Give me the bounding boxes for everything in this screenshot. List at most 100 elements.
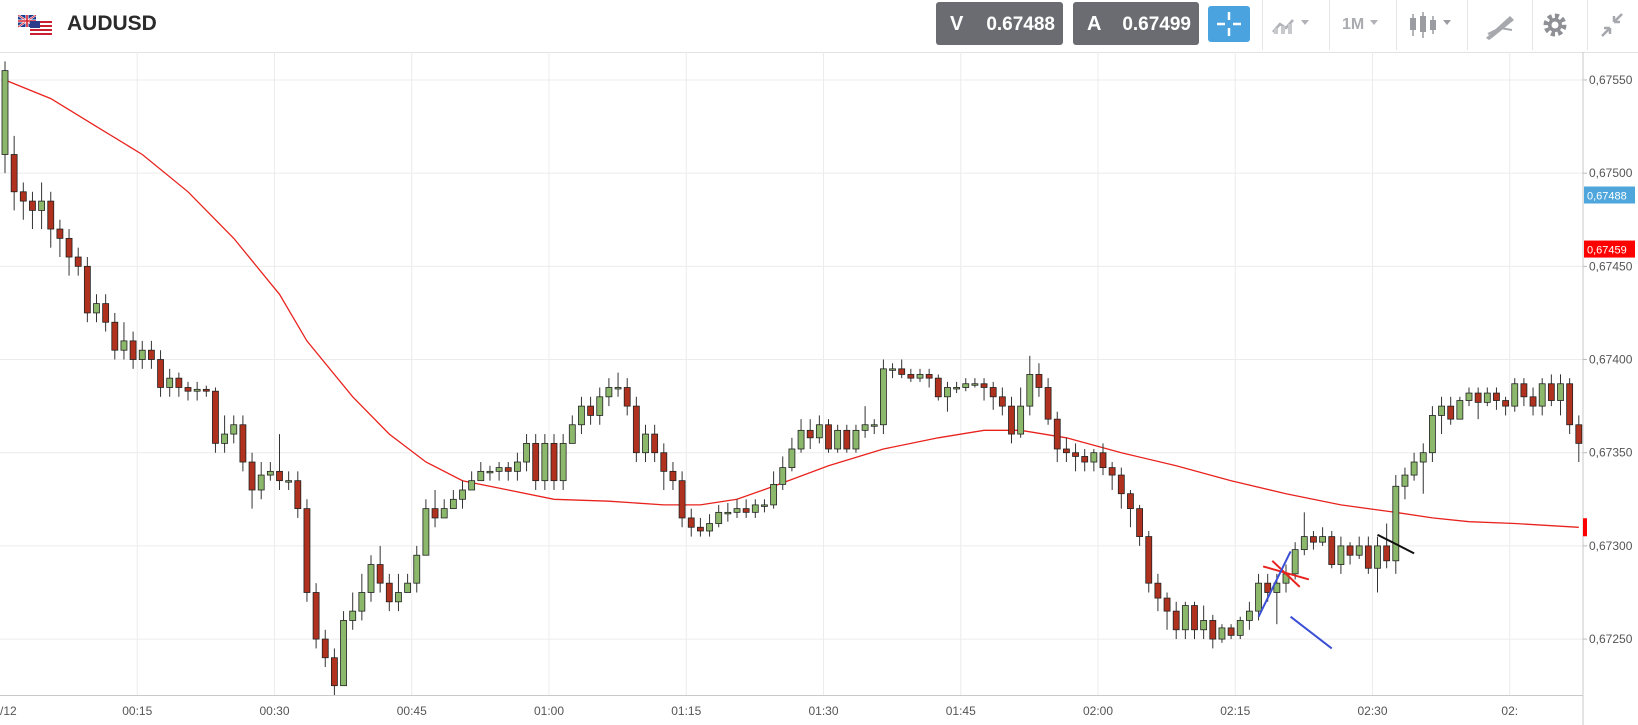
bear-candle-body — [184, 387, 192, 392]
candle — [1392, 475, 1400, 574]
bear-candle-body — [1099, 452, 1107, 469]
time-tick-label: 01:45 — [946, 704, 976, 718]
bear-candle-body — [1227, 627, 1235, 636]
candle — [834, 424, 842, 453]
bear-candle-body — [157, 359, 164, 388]
time-tick-label: 02: — [1501, 704, 1518, 718]
candle — [1538, 378, 1546, 416]
candle — [852, 424, 860, 453]
candle — [980, 378, 988, 401]
bear-candle-body — [175, 377, 183, 388]
candle — [1511, 378, 1519, 412]
time-tick-label: 02:00 — [1083, 704, 1113, 718]
candle — [1145, 530, 1153, 593]
candle — [550, 434, 558, 490]
bull-candle-body — [751, 504, 759, 513]
candle — [385, 573, 393, 612]
price-tick-label: 0,67450 — [1589, 259, 1633, 273]
indicators-button[interactable] — [1262, 0, 1329, 50]
candle — [1008, 396, 1015, 444]
bear-candle-body — [1328, 536, 1336, 565]
bull-candle-body — [1483, 392, 1491, 403]
chart-type-button[interactable] — [1396, 0, 1467, 50]
candle — [944, 381, 951, 412]
bull-candle-body — [1, 70, 9, 155]
bull-candle-body — [459, 489, 466, 500]
ask-quote-button[interactable]: A 0.67499 — [1073, 2, 1199, 45]
candle — [1163, 592, 1171, 630]
ask-value: 0.67499 — [1122, 14, 1191, 35]
candle — [157, 350, 164, 397]
price-tick-label: 0,67550 — [1589, 73, 1633, 87]
bear-candle-body — [632, 405, 640, 454]
bear-candle-body — [1081, 456, 1089, 463]
candle — [587, 396, 594, 425]
bear-candle-body — [1264, 582, 1272, 593]
bull-candle-body — [953, 387, 960, 390]
bull-candle-body — [797, 429, 805, 450]
candle — [1291, 542, 1299, 580]
candle — [1383, 523, 1391, 569]
candle — [120, 322, 128, 360]
bull-candle-body — [523, 442, 530, 463]
candle — [212, 387, 219, 453]
candle — [815, 415, 823, 444]
bull-candle-body — [1410, 461, 1418, 476]
candle — [1154, 573, 1162, 612]
candle — [202, 385, 210, 397]
last-price-tag: 0,67459 — [1587, 245, 1627, 257]
bull-candle-body — [358, 592, 366, 612]
candle — [184, 381, 192, 401]
candle — [74, 247, 82, 276]
time-tick-label: 01:00 — [534, 704, 564, 718]
bear-candle-body — [843, 429, 851, 450]
bear-candle-body — [532, 442, 540, 482]
candle — [751, 499, 759, 518]
bear-candle-body — [1108, 467, 1116, 476]
candle — [1053, 411, 1061, 463]
bear-candle-body — [1172, 610, 1180, 631]
drawing-tool-button[interactable] — [1467, 0, 1532, 50]
bull-candle-body — [559, 442, 567, 482]
settings-button[interactable] — [1532, 0, 1587, 50]
candle — [770, 471, 777, 509]
candle — [568, 415, 576, 444]
bid-quote-button[interactable]: V 0.67488 — [936, 2, 1063, 45]
candle — [19, 182, 27, 220]
crosshair-button[interactable] — [1208, 6, 1250, 42]
candle — [742, 499, 750, 518]
bull-candle-body — [861, 424, 869, 431]
time-tick-label: 00:45 — [397, 704, 427, 718]
bear-candle-body — [1063, 448, 1070, 454]
bear-candle-body — [10, 154, 18, 193]
candle — [1136, 504, 1143, 546]
candle — [1502, 396, 1509, 416]
bull-candle-body — [138, 349, 146, 360]
bull-candle-body — [468, 480, 476, 491]
bull-candle-body — [1300, 536, 1308, 551]
time-tick-label: /12 — [0, 704, 17, 718]
candle — [83, 257, 91, 323]
timeframe-dropdown[interactable]: 1M — [1329, 0, 1396, 50]
bull-candle-body — [1236, 620, 1244, 636]
bull-candle-body — [568, 424, 576, 444]
bull-candle-body — [404, 582, 412, 593]
bull-candle-body — [257, 474, 265, 491]
bull-candle-body — [761, 504, 768, 507]
bull-candle-body — [1090, 452, 1098, 463]
collapse-button[interactable] — [1587, 0, 1638, 50]
bear-candle-body — [660, 452, 668, 472]
candle — [1117, 467, 1125, 509]
candle — [806, 419, 814, 449]
candle — [65, 229, 73, 276]
price-chart[interactable]: 0,67550 0,67500 0,67450 0,67400 0,67350 0,673… — [0, 52, 1638, 725]
candle — [880, 359, 887, 435]
candle — [440, 499, 448, 519]
bull-candle-body — [1319, 536, 1326, 543]
bull-candle-body — [221, 433, 229, 444]
bear-candle-body — [1117, 474, 1125, 495]
candle — [504, 462, 512, 481]
bear-candle-body — [1575, 424, 1583, 444]
candle — [312, 583, 320, 649]
price-tick-label: 0,67350 — [1589, 446, 1633, 460]
